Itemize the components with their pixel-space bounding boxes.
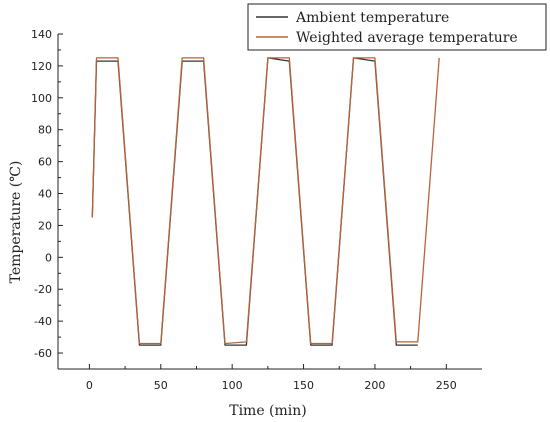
- y-tick-label: 60: [38, 156, 52, 169]
- y-tick-label: 140: [31, 28, 52, 41]
- y-tick-label: -40: [34, 315, 52, 328]
- series-layer: [91, 57, 440, 346]
- y-tick-label: 80: [38, 124, 52, 137]
- x-tick-label: 150: [293, 379, 314, 392]
- x-tick-label: 200: [364, 379, 385, 392]
- x-tick-label: 0: [86, 379, 93, 392]
- y-tick-label: 40: [38, 188, 52, 201]
- legend-label-weighted: Weighted average temperature: [296, 30, 518, 46]
- series-line-1: [91, 57, 440, 345]
- y-tick-label: 0: [45, 251, 52, 264]
- y-tick-label: -60: [34, 347, 52, 360]
- x-tick-label: 50: [154, 379, 168, 392]
- x-tick-label: 100: [222, 379, 243, 392]
- legend-label-ambient: Ambient temperature: [295, 10, 449, 26]
- legend: Ambient temperature Weighted average tem…: [247, 3, 547, 51]
- legend-box: [247, 3, 547, 51]
- y-axis-title: Temperature (℃): [8, 161, 24, 284]
- y-tick-label: -20: [34, 283, 52, 296]
- x-ticks: 0 50 100 150 200 250: [86, 364, 457, 392]
- x-tick-label: 250: [436, 379, 457, 392]
- x-axis-title: Time (min): [229, 403, 307, 419]
- series-line-0: [91, 57, 418, 346]
- y-ticks: -60 -40 -20 0 20 40 60 80 100 120 140: [31, 28, 63, 360]
- y-tick-label: 100: [31, 92, 52, 105]
- y-tick-label: 120: [31, 60, 52, 73]
- y-tick-label: 20: [38, 219, 52, 232]
- axes: [57, 34, 482, 370]
